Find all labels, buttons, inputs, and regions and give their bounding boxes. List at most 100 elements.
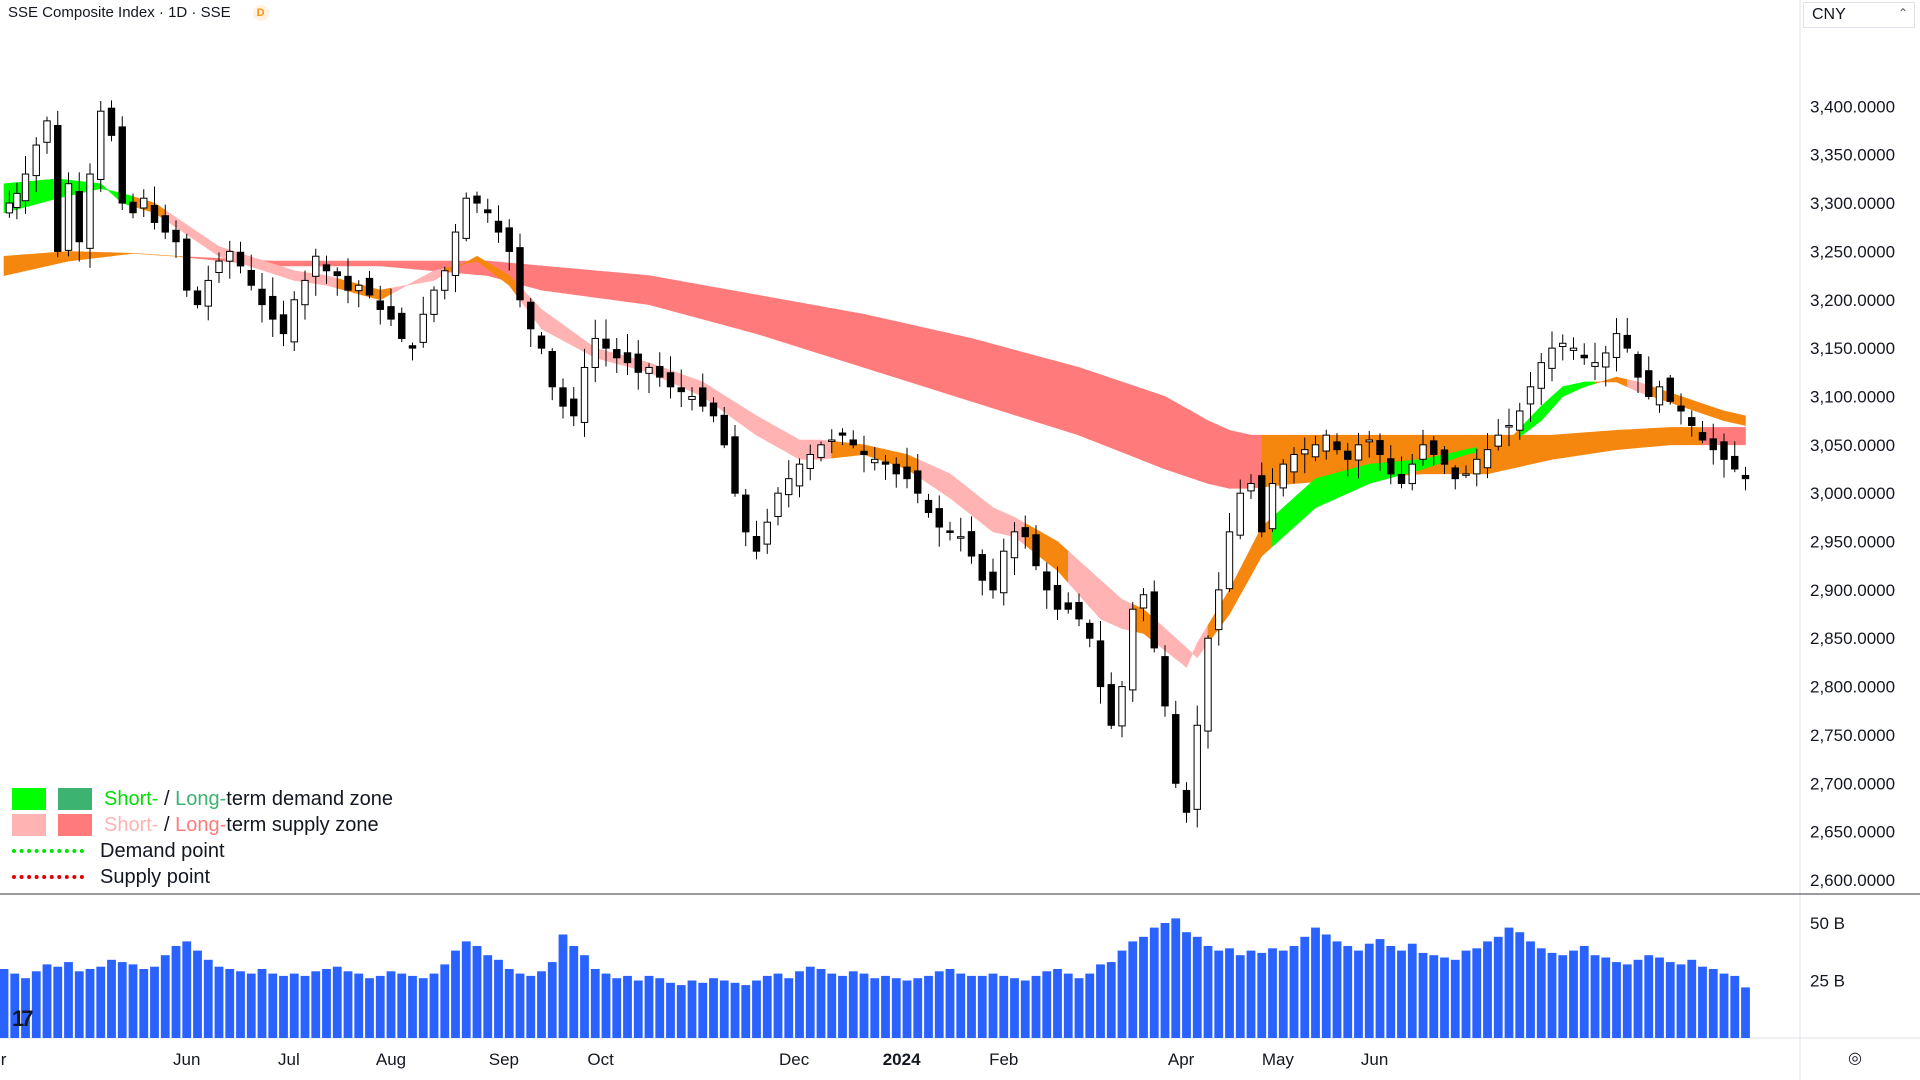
long-zone-segment bbox=[831, 308, 843, 362]
long-zone-segment bbox=[1540, 434, 1553, 463]
volume-bar bbox=[752, 980, 761, 1038]
time-tick-label: Feb bbox=[989, 1050, 1018, 1069]
candle-down bbox=[914, 470, 922, 494]
volume-bar bbox=[1515, 932, 1525, 1038]
long-zone-segment bbox=[788, 300, 800, 348]
legend-supply-zone: Short- / Long- term supply zone bbox=[12, 812, 393, 838]
candle-down bbox=[1440, 449, 1449, 465]
volume-bar bbox=[1450, 959, 1460, 1038]
volume-bar bbox=[289, 973, 299, 1038]
candle-up bbox=[1365, 439, 1373, 443]
volume-bar bbox=[1289, 946, 1299, 1038]
short-zone-segment bbox=[971, 490, 983, 525]
candle-up bbox=[806, 453, 814, 470]
long-zone-segment bbox=[1164, 395, 1177, 474]
volume-bar bbox=[913, 978, 923, 1038]
candle-up bbox=[645, 366, 653, 374]
volume-bar bbox=[1472, 948, 1482, 1038]
long-zone-segment bbox=[659, 277, 671, 311]
long-zone-segment bbox=[1143, 388, 1155, 466]
volume-bar bbox=[160, 955, 170, 1038]
volume-bar bbox=[676, 985, 686, 1038]
volume-bar bbox=[1257, 952, 1267, 1038]
long-zone-segment bbox=[390, 260, 403, 269]
short-zone-segment bbox=[734, 401, 747, 429]
currency-selector[interactable]: CNY ⌃ bbox=[1803, 2, 1915, 28]
long-zone-segment bbox=[132, 253, 144, 255]
short-zone-segment bbox=[390, 285, 403, 295]
volume-bar bbox=[1644, 955, 1654, 1038]
candle-up bbox=[1225, 531, 1234, 590]
volume-bar bbox=[773, 973, 783, 1038]
short-zone-segment bbox=[1315, 475, 1327, 509]
settings-icon[interactable]: ◎ bbox=[1848, 1050, 1862, 1067]
short-zone-segment bbox=[1293, 487, 1306, 528]
volume-bar bbox=[666, 982, 675, 1038]
currency-label: CNY bbox=[1812, 6, 1846, 23]
long-zone-segment bbox=[422, 260, 435, 272]
time-axis[interactable]: Apr Jun Jul Aug Sep Oct Dec 2024 Feb Apr May Jun bbox=[0, 1050, 1388, 1069]
long-zone-segment bbox=[3, 255, 16, 276]
candle-up bbox=[1537, 362, 1545, 389]
candle-up bbox=[1311, 444, 1320, 458]
candle-down bbox=[365, 277, 374, 296]
volume-bar bbox=[53, 966, 63, 1038]
tradingview-logo[interactable]: 17 bbox=[12, 1006, 34, 1031]
legend-supply-rest: term supply zone bbox=[226, 813, 379, 836]
long-zone-segment bbox=[766, 296, 779, 341]
volume-bar bbox=[1020, 980, 1030, 1038]
chart-header[interactable]: SSE Composite Index · 1D · SSE D bbox=[8, 4, 269, 21]
volume-bar bbox=[795, 971, 804, 1038]
volume-bar bbox=[1483, 941, 1492, 1038]
candle-up bbox=[1279, 463, 1287, 489]
candle-up bbox=[451, 231, 460, 276]
candle-down bbox=[398, 312, 406, 339]
short-zone-segment bbox=[1551, 386, 1564, 410]
short-demand-swatch bbox=[12, 788, 46, 810]
candle-up bbox=[1494, 434, 1502, 447]
volume-bar bbox=[1160, 923, 1170, 1038]
volume-bar bbox=[85, 969, 95, 1038]
volume-bar bbox=[300, 975, 310, 1038]
long-zone-segment bbox=[121, 252, 134, 255]
long-zone-segment bbox=[1121, 381, 1134, 457]
candle-down bbox=[1451, 467, 1459, 480]
long-zone-segment bbox=[562, 267, 575, 295]
candle-down bbox=[1698, 432, 1707, 441]
short-zone-segment bbox=[992, 507, 1005, 535]
long-zone-segment bbox=[165, 255, 177, 257]
candle-down bbox=[1107, 684, 1115, 726]
price-axis[interactable]: 3,400.0000 3,350.0000 3,300.0000 3,250.0000… bbox=[1810, 97, 1895, 890]
candle-up bbox=[1473, 458, 1481, 475]
candle-down bbox=[118, 126, 126, 204]
long-zone-segment bbox=[1196, 414, 1209, 484]
short-zone-segment bbox=[207, 238, 220, 257]
candle-up bbox=[795, 463, 804, 487]
short-zone-segment bbox=[788, 433, 800, 460]
candle-up bbox=[430, 289, 438, 315]
long-supply-swatch bbox=[58, 814, 92, 836]
volume-bar bbox=[1343, 946, 1353, 1038]
long-zone-segment bbox=[1659, 427, 1671, 447]
candle-down bbox=[699, 387, 707, 407]
volume-bar bbox=[1536, 948, 1546, 1038]
volume-bar bbox=[537, 971, 546, 1038]
short-zone-segment bbox=[1078, 560, 1091, 608]
candle-down bbox=[387, 306, 395, 320]
volume-bar bbox=[1665, 962, 1675, 1038]
long-zone-segment bbox=[1562, 433, 1574, 459]
volume-bar bbox=[1246, 950, 1256, 1038]
volume-bar bbox=[859, 973, 869, 1038]
volume-bar bbox=[343, 971, 353, 1038]
candle-down bbox=[1397, 474, 1406, 485]
volume-tick-label: 25 B bbox=[1810, 972, 1845, 991]
candle-down bbox=[860, 450, 868, 455]
volume-bar bbox=[182, 941, 192, 1038]
long-zone-segment bbox=[1132, 385, 1144, 461]
symbol-title[interactable]: SSE Composite Index · 1D · SSE bbox=[8, 4, 231, 21]
volume-bar bbox=[1407, 943, 1417, 1038]
price-tick-label: 3,250.0000 bbox=[1810, 242, 1895, 261]
long-zone-segment bbox=[293, 260, 306, 267]
volume-bar bbox=[1622, 964, 1632, 1038]
